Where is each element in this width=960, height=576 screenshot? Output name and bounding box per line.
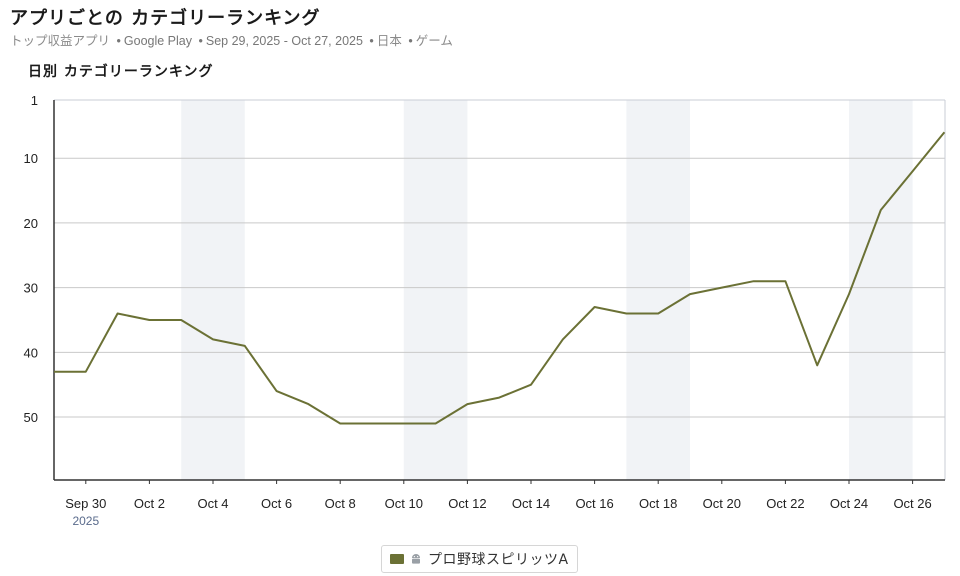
report-subtitle: トップ収益アプリ • Google Play • Sep 29, 2025 - Oc… <box>10 30 453 49</box>
x-tick-label: Oct 8 <box>325 496 356 511</box>
x-tick-label: Oct 10 <box>385 496 423 511</box>
x-tick-label: Oct 14 <box>512 496 550 511</box>
x-tick-label: Oct 6 <box>261 496 292 511</box>
x-tick-label: Oct 18 <box>639 496 677 511</box>
series-line <box>54 131 946 425</box>
x-tick-label: Oct 2 <box>134 496 165 511</box>
x-tick-label: Oct 16 <box>575 496 613 511</box>
x-tick-label: Oct 24 <box>830 496 868 511</box>
y-tick-label: 10 <box>24 151 38 166</box>
subtitle-category: ゲーム <box>415 34 453 48</box>
subtitle-separator: • <box>116 34 121 48</box>
y-tick-label: 30 <box>24 281 38 296</box>
x-tick-label: Oct 26 <box>893 496 931 511</box>
subtitle-separator: • <box>369 34 374 48</box>
subtitle-separator: • <box>408 34 413 48</box>
x-tick-label: Oct 4 <box>197 496 228 511</box>
weekend-band <box>849 100 913 480</box>
x-tick-label: Sep 30 <box>65 496 106 511</box>
chart-title: 日別 カテゴリーランキング <box>28 64 214 80</box>
x-tick-label: Oct 12 <box>448 496 486 511</box>
weekend-band <box>181 100 245 480</box>
subtitle-store: Google Play <box>123 34 192 48</box>
subtitle-country: 日本 <box>376 34 402 48</box>
x-tick-label: Oct 20 <box>703 496 741 511</box>
legend-swatch <box>390 554 404 564</box>
x-tick-year-label: 2025 <box>72 514 99 528</box>
weekend-band <box>626 100 690 480</box>
page-title: アプリごとの カテゴリーランキング <box>10 8 321 29</box>
y-tick-label: 50 <box>24 410 38 425</box>
android-icon <box>412 554 420 564</box>
y-tick-label: 20 <box>24 216 38 231</box>
subtitle-date-range: Sep 29, 2025 - Oct 27, 2025 <box>205 34 363 48</box>
x-tick-label: Oct 22 <box>766 496 804 511</box>
y-tick-label: 1 <box>31 93 38 108</box>
y-tick-label: 40 <box>24 345 38 360</box>
legend-item[interactable]: プロ野球スピリッツA <box>381 545 578 573</box>
subtitle-chart-type: トップ収益アプリ <box>10 34 111 48</box>
legend-series-label: プロ野球スピリッツA <box>428 552 569 568</box>
subtitle-separator: • <box>198 34 203 48</box>
